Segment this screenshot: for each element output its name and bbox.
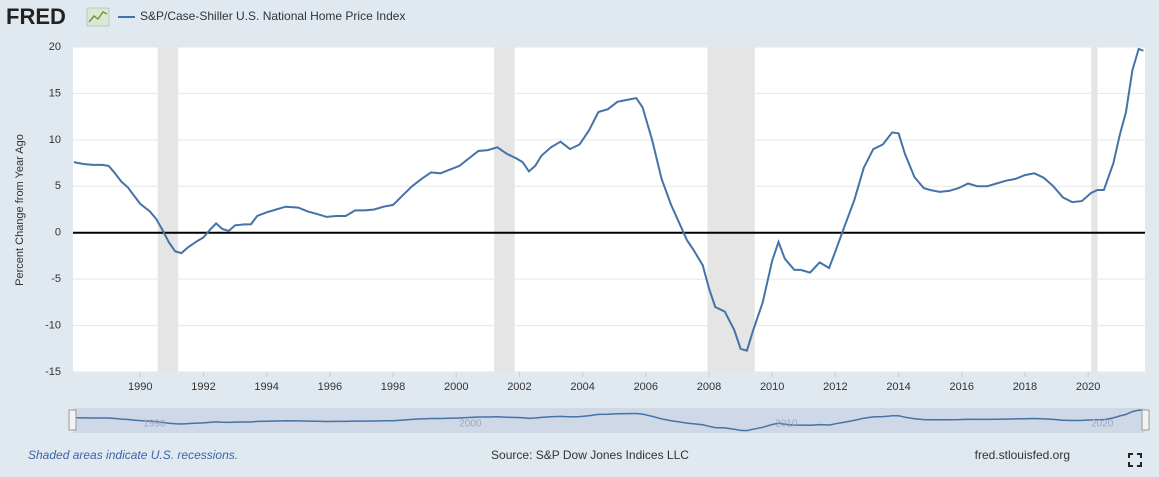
- y-tick-label: 0: [55, 227, 61, 239]
- navigator-handle[interactable]: [68, 409, 77, 431]
- y-tick-label: 5: [55, 180, 61, 192]
- navigator: [73, 408, 1145, 433]
- site-link[interactable]: fred.stlouisfed.org: [975, 448, 1070, 462]
- y-tick-label: 10: [49, 134, 61, 146]
- x-tick-label: 2014: [886, 381, 910, 393]
- plot-area: [73, 47, 1145, 372]
- x-tick-label: 1994: [254, 381, 278, 393]
- recession-band: [1091, 47, 1098, 372]
- y-tick-label: -10: [45, 319, 61, 331]
- recession-band: [494, 47, 515, 372]
- legend-label: S&P/Case-Shiller U.S. National Home Pric…: [140, 9, 405, 23]
- x-tick-label: 2004: [570, 381, 594, 393]
- y-tick-label: 15: [49, 87, 61, 99]
- x-tick-label: 1996: [318, 381, 342, 393]
- y-axis-label: Percent Change from Year Ago: [14, 134, 26, 286]
- recession-note: Shaded areas indicate U.S. recessions.: [28, 448, 238, 462]
- x-tick-label: 1992: [191, 381, 215, 393]
- y-tick-label: -5: [51, 273, 61, 285]
- source: Source: S&P Dow Jones Indices LLC: [491, 448, 689, 462]
- navigator-line: [73, 409, 1144, 432]
- recession-band: [707, 47, 755, 372]
- x-tick-label: 2002: [507, 381, 531, 393]
- x-tick-label: 2000: [444, 381, 468, 393]
- navigator-handle[interactable]: [1141, 409, 1150, 431]
- logo-icon: [86, 7, 110, 27]
- recession-band: [157, 47, 179, 372]
- series-line: [73, 47, 1144, 352]
- x-tick-label: 2020: [1076, 381, 1100, 393]
- navigator-tick-label: 2010: [775, 419, 798, 430]
- navigator-tick-label: 1990: [143, 419, 166, 430]
- navigator-tick-label: 2000: [459, 419, 482, 430]
- x-tick-label: 2008: [697, 381, 721, 393]
- x-tick-label: 1990: [128, 381, 152, 393]
- logo: FRED: [6, 4, 66, 29]
- y-tick-label: -15: [45, 366, 61, 378]
- y-tick-label: 20: [49, 41, 61, 53]
- x-tick-label: 2006: [634, 381, 658, 393]
- navigator-tick-label: 2020: [1091, 419, 1114, 430]
- x-tick-label: 1998: [381, 381, 405, 393]
- x-tick-label: 2016: [950, 381, 974, 393]
- x-tick-label: 2010: [760, 381, 784, 393]
- x-tick-label: 2012: [823, 381, 847, 393]
- x-tick-label: 2018: [1013, 381, 1037, 393]
- fullscreen-button[interactable]: [1128, 453, 1142, 467]
